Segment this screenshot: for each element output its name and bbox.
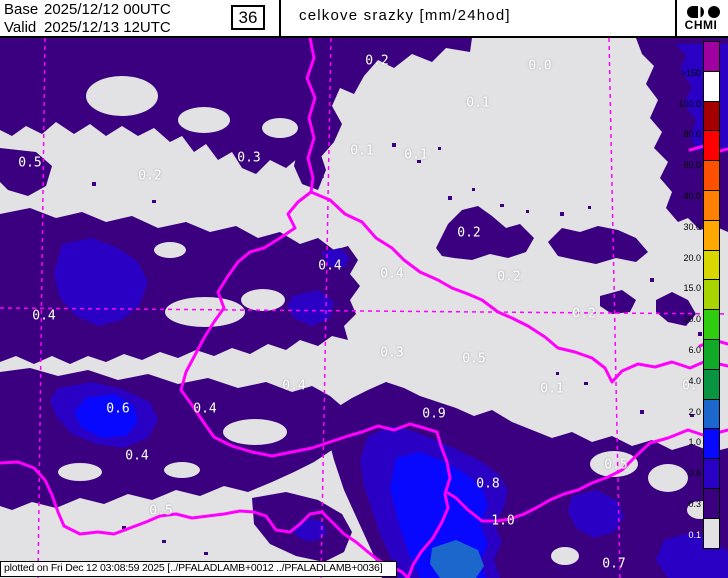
run-times: Base 2025/12/12 00UTC Valid 2025/12/13 12U… bbox=[4, 1, 171, 37]
map-value-label: 0.5 bbox=[604, 457, 628, 473]
colorbar-box bbox=[703, 279, 720, 311]
map-value-label: 0.4 bbox=[380, 266, 404, 282]
map-value-label: 0.3 bbox=[380, 345, 404, 361]
colorbar-label: 80.0 bbox=[683, 129, 701, 140]
colorbar-label: 30.0 bbox=[683, 221, 701, 232]
map-value-label: 0.1 bbox=[540, 381, 564, 397]
colorbar-label: 0.1 bbox=[688, 529, 701, 540]
map-value-label: 0.4 bbox=[193, 401, 217, 417]
plot-footer: plotted on Fri Dec 12 03:08:59 2025 [../… bbox=[0, 561, 397, 577]
page-title: celkove srazky [mm/24hod] bbox=[299, 7, 511, 24]
map-value-label: 0.2 bbox=[572, 306, 596, 322]
colorbar-box bbox=[703, 100, 720, 132]
colorbar-label: >150 bbox=[680, 67, 701, 78]
colorbar-label: 1.0 bbox=[688, 437, 701, 448]
colorbar-label: 100.0 bbox=[678, 98, 701, 109]
colorbar-box bbox=[703, 458, 720, 489]
colorbar-label: 60.0 bbox=[683, 160, 701, 171]
map-value-label: 0.1 bbox=[466, 95, 490, 111]
colorbar-box bbox=[703, 130, 720, 162]
chmi-logo: CHMI bbox=[675, 0, 725, 36]
precip-areas bbox=[0, 38, 728, 578]
map-value-label: 0.8 bbox=[476, 476, 500, 492]
header-bar: Base 2025/12/12 00UTC Valid 2025/12/13 12U… bbox=[0, 0, 728, 38]
valid-value: 2025/12/13 12UTC bbox=[44, 19, 171, 36]
base-time-row: Base 2025/12/12 00UTC bbox=[4, 1, 171, 19]
forecast-step-badge: 36 bbox=[231, 5, 265, 30]
map-value-label: 0.2 bbox=[497, 269, 521, 285]
map-value-label: 0.5 bbox=[462, 351, 486, 367]
colorbar-label: 10.0 bbox=[683, 314, 701, 325]
valid-label: Valid bbox=[4, 19, 37, 36]
colorbar-box bbox=[703, 219, 720, 251]
colorbar-box bbox=[703, 309, 720, 340]
map-value-label: 0.4 bbox=[32, 308, 56, 324]
colorbar-box bbox=[703, 398, 720, 430]
map-value-label: 0.2 bbox=[457, 225, 481, 241]
header-divider bbox=[279, 0, 281, 36]
precipitation-colorbar bbox=[703, 41, 720, 549]
map-value-label: 0.2 bbox=[365, 53, 389, 69]
base-label: Base bbox=[4, 1, 39, 18]
colorbar-box bbox=[703, 517, 720, 549]
colorbar-box bbox=[703, 338, 720, 370]
colorbar-label: 20.0 bbox=[683, 252, 701, 263]
colorbar-label: 0.3 bbox=[688, 499, 701, 509]
chmi-logo-text: CHMI bbox=[684, 18, 718, 32]
map-value-label: 0.6 bbox=[106, 401, 130, 417]
colorbar-box bbox=[703, 70, 720, 102]
colorbar-box bbox=[703, 428, 720, 460]
colorbar-box bbox=[703, 41, 720, 72]
map-value-label: 0.5 bbox=[18, 155, 42, 171]
colorbar-box bbox=[703, 487, 720, 519]
map-value-label: 0. bbox=[682, 378, 698, 394]
map-value-label: 0.4 bbox=[125, 448, 149, 464]
map-value-label: 0.1 bbox=[350, 143, 374, 159]
colorbar-box bbox=[703, 249, 720, 281]
colorbar-box bbox=[703, 160, 720, 191]
map-value-label: 1.0 bbox=[491, 513, 515, 529]
map-value-label: 0.1 bbox=[404, 147, 428, 163]
map-value-label: 0.3 bbox=[237, 150, 261, 166]
colorbar-label: 6.0 bbox=[688, 345, 701, 355]
map-value-label: 0.7 bbox=[602, 556, 626, 572]
valid-time-row: Valid 2025/12/13 12UTC bbox=[4, 19, 171, 37]
map-value-label: 0.5 bbox=[149, 503, 173, 519]
grid-lines bbox=[0, 38, 728, 578]
map-value-label: 0.4 bbox=[282, 378, 306, 394]
colorbar-box bbox=[703, 189, 720, 221]
colorbar-box bbox=[703, 368, 720, 400]
map-value-label: 0.2 bbox=[138, 168, 162, 184]
map-value-label: 0.9 bbox=[422, 406, 446, 422]
colorbar-label: 40.0 bbox=[683, 191, 701, 201]
colorbar-label: 2.0 bbox=[688, 406, 701, 417]
colorbar-label: 0.6 bbox=[688, 468, 701, 479]
map-value-label: 0.0 bbox=[528, 58, 552, 74]
base-value: 2025/12/12 00UTC bbox=[44, 1, 171, 18]
country-borders bbox=[0, 38, 728, 578]
colorbar-label: 15.0 bbox=[683, 283, 701, 294]
chmi-logo-icon bbox=[687, 6, 720, 18]
map-value-label: 0.4 bbox=[318, 258, 342, 274]
colorbar-label: 4.0 bbox=[688, 375, 701, 386]
